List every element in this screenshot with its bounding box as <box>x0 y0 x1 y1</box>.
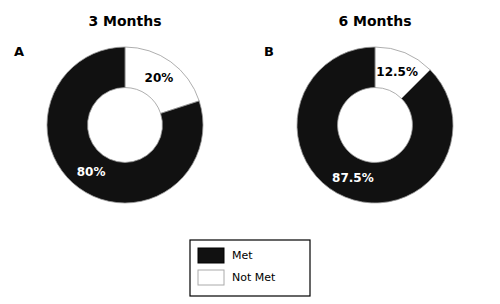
legend-frame <box>190 240 310 296</box>
title: 6 Months <box>338 13 411 29</box>
data-label: 87.5% <box>332 171 374 185</box>
donut: 12.5% 87.5% <box>297 47 453 203</box>
legend-swatch <box>198 270 224 285</box>
data-label: 12.5% <box>376 65 418 79</box>
data-label: 20% <box>145 71 174 85</box>
legend: Met Not Met <box>190 240 310 296</box>
panel: 3 Months A 20% 80% <box>14 13 203 203</box>
slice <box>125 47 199 113</box>
chart: 3 Months A 20% 80% 6 Months B 12.5% 87.5% Met Not… <box>0 0 500 304</box>
data-label: 80% <box>77 165 106 179</box>
panel: 6 Months B 12.5% 87.5% <box>264 13 453 203</box>
legend-swatch <box>198 248 224 263</box>
panel-label: A <box>14 44 24 59</box>
title: 3 Months <box>88 13 161 29</box>
panel-label: B <box>264 44 274 59</box>
donut: 20% 80% <box>47 47 203 203</box>
slice <box>47 47 203 203</box>
slice <box>297 47 453 203</box>
legend-label: Not Met <box>232 271 276 284</box>
legend-label: Met <box>232 249 253 262</box>
